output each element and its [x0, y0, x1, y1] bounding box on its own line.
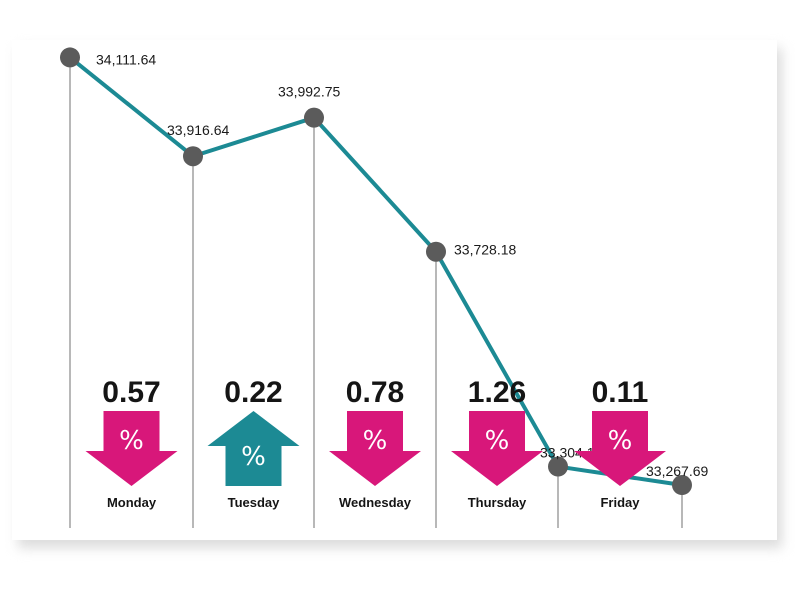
change-value-3: 1.26 [468, 376, 526, 409]
point-label-3: 33,728.18 [454, 242, 516, 258]
day-label-2: Wednesday [339, 495, 412, 510]
down-arrow-icon-3 [451, 411, 543, 486]
change-value-1: 0.22 [224, 376, 282, 409]
down-arrow-icon-2 [329, 411, 421, 486]
percent-symbol-1: % [241, 442, 266, 472]
change-value-4: 0.11 [592, 376, 649, 409]
day-label-1: Tuesday [228, 495, 281, 510]
percent-symbol-3: % [485, 426, 510, 456]
point-label-2: 33,992.75 [278, 84, 340, 100]
series-line [68, 55, 684, 488]
change-value-0: 0.57 [102, 376, 160, 409]
day-label-4: Friday [600, 495, 640, 510]
data-point-5 [672, 475, 692, 496]
change-value-2: 0.78 [346, 376, 404, 409]
point-label-5: 33,267.69 [646, 463, 708, 479]
percent-symbol-0: % [119, 426, 144, 456]
data-point-3 [426, 241, 446, 262]
point-label-1: 33,916.64 [167, 122, 229, 138]
day-label-0: Monday [107, 495, 157, 510]
down-arrow-icon-4 [574, 411, 666, 486]
data-point-2 [304, 107, 324, 128]
data-point-1 [183, 146, 203, 167]
down-arrow-icon-0 [85, 411, 178, 486]
point-label-0: 34,111.64 [96, 51, 156, 67]
data-point-4 [548, 456, 568, 477]
percent-symbol-2: % [363, 426, 388, 456]
day-label-3: Thursday [468, 495, 527, 510]
percent-symbol-4: % [608, 426, 633, 456]
up-arrow-icon-1 [207, 411, 300, 486]
data-point-0 [60, 47, 80, 68]
